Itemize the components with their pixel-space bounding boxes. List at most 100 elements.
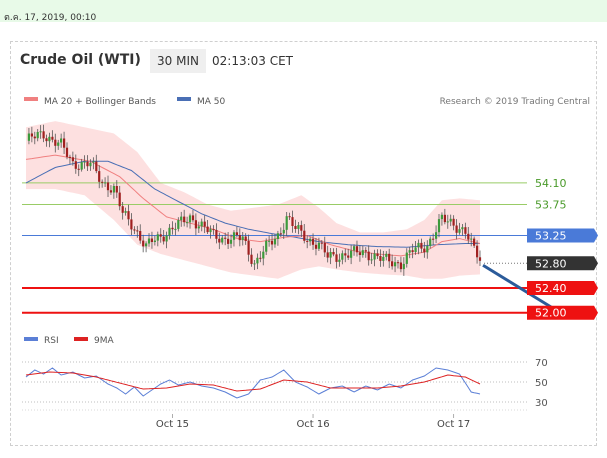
candle-body bbox=[98, 171, 101, 182]
candle-body bbox=[39, 131, 42, 133]
candle-body bbox=[89, 162, 92, 167]
candle-body bbox=[458, 229, 461, 233]
ma20-swatch bbox=[24, 97, 38, 101]
candle-body bbox=[294, 226, 297, 229]
candle-body bbox=[473, 238, 476, 246]
candle-body bbox=[385, 253, 388, 257]
bollinger-bands-layer bbox=[26, 121, 480, 279]
candle-body bbox=[115, 186, 118, 193]
timeframe-badge[interactable]: 30 MIN bbox=[150, 49, 206, 73]
candle-body bbox=[54, 139, 57, 146]
candle-body bbox=[165, 235, 168, 242]
candle-body bbox=[376, 253, 379, 257]
price-tag-bg bbox=[527, 228, 598, 243]
rsi-panel: 70 50 30 bbox=[22, 358, 548, 411]
candle-body bbox=[142, 240, 145, 247]
candle-body bbox=[358, 252, 361, 255]
x-tick-label: Oct 16 bbox=[296, 419, 329, 430]
price-tag-bg bbox=[527, 281, 598, 295]
candle-body bbox=[48, 136, 51, 142]
candle-body bbox=[461, 227, 464, 230]
candle-body bbox=[80, 162, 83, 170]
candle-body bbox=[256, 257, 259, 264]
candle-body bbox=[121, 206, 124, 213]
candle-body bbox=[270, 240, 274, 245]
candle-body bbox=[186, 222, 189, 224]
candle-body bbox=[147, 238, 151, 244]
candle-body bbox=[291, 217, 294, 226]
candle-body bbox=[355, 246, 359, 253]
candle-body bbox=[268, 240, 271, 242]
ma20-line bbox=[25, 154, 481, 257]
candle-body bbox=[370, 259, 373, 261]
ma50-swatch bbox=[177, 97, 191, 101]
candle-body bbox=[478, 257, 482, 261]
candle-body bbox=[77, 168, 80, 170]
candle-body bbox=[262, 251, 265, 259]
price-tag-label: 54.10 bbox=[535, 177, 567, 190]
price-tag-53-25: 53.25 bbox=[527, 228, 598, 243]
candle-body bbox=[212, 229, 215, 231]
candle-body bbox=[83, 161, 86, 163]
candle-body bbox=[329, 252, 332, 258]
candle-body bbox=[197, 226, 200, 229]
candle-body bbox=[300, 225, 303, 231]
candle-body bbox=[443, 214, 446, 223]
candle-body bbox=[426, 246, 429, 253]
candle-body bbox=[309, 238, 312, 242]
rsi-tick-label-70: 70 bbox=[535, 358, 548, 369]
candle-body bbox=[265, 240, 268, 252]
candle-body bbox=[247, 240, 250, 255]
candle-body bbox=[335, 254, 338, 262]
candle-body bbox=[65, 147, 69, 157]
candle-body bbox=[153, 240, 156, 242]
candle-body bbox=[373, 253, 376, 260]
candle-body bbox=[177, 220, 180, 229]
candle-body bbox=[467, 233, 470, 240]
rsi-ma-legend-label: 9MA bbox=[94, 336, 114, 346]
candle-body bbox=[405, 252, 408, 264]
candle-body bbox=[414, 247, 417, 252]
candle-body bbox=[411, 250, 414, 253]
candle-body bbox=[51, 136, 54, 140]
candle-body bbox=[408, 250, 411, 253]
candle-body bbox=[209, 229, 212, 233]
rsi-ma-swatch bbox=[74, 337, 88, 341]
candle-body bbox=[168, 227, 171, 236]
price-tag-52-80: 52.80 bbox=[527, 256, 598, 271]
rsi-swatch bbox=[24, 337, 38, 341]
rsi-legend-label: RSI bbox=[44, 336, 59, 346]
candle-body bbox=[303, 230, 306, 241]
rsi-line bbox=[25, 367, 481, 399]
candle-body bbox=[440, 214, 443, 220]
credit-label: Research © 2019 Trading Central bbox=[440, 97, 590, 107]
candles-layer bbox=[27, 124, 482, 276]
candle-body bbox=[364, 250, 367, 252]
candle-body bbox=[221, 237, 224, 243]
candle-body bbox=[314, 244, 318, 249]
ma50-line bbox=[25, 160, 480, 248]
candle-body bbox=[379, 256, 382, 261]
candle-body bbox=[311, 238, 315, 245]
candle-body bbox=[139, 231, 142, 241]
candle-body bbox=[417, 242, 420, 248]
candle-body bbox=[188, 215, 192, 223]
candle-body bbox=[42, 131, 45, 139]
candle-body bbox=[253, 263, 256, 265]
candle-body bbox=[382, 256, 385, 261]
price-tag-label: 53.75 bbox=[535, 199, 567, 212]
rsi-tick-label-50: 50 bbox=[535, 378, 548, 389]
candle-body bbox=[159, 234, 162, 237]
candle-body bbox=[45, 138, 48, 142]
candle-body bbox=[194, 220, 197, 229]
candle-body bbox=[224, 237, 227, 239]
price-tag-label: 52.80 bbox=[535, 257, 567, 270]
candle-body bbox=[282, 229, 285, 234]
candle-body bbox=[285, 216, 288, 230]
rsi-ma-line bbox=[25, 371, 481, 392]
candle-body bbox=[347, 255, 350, 258]
candle-body bbox=[118, 192, 121, 207]
x-tick-label: Oct 17 bbox=[437, 419, 470, 430]
candle-body bbox=[396, 262, 400, 264]
price-tag-label: 53.25 bbox=[535, 230, 567, 243]
